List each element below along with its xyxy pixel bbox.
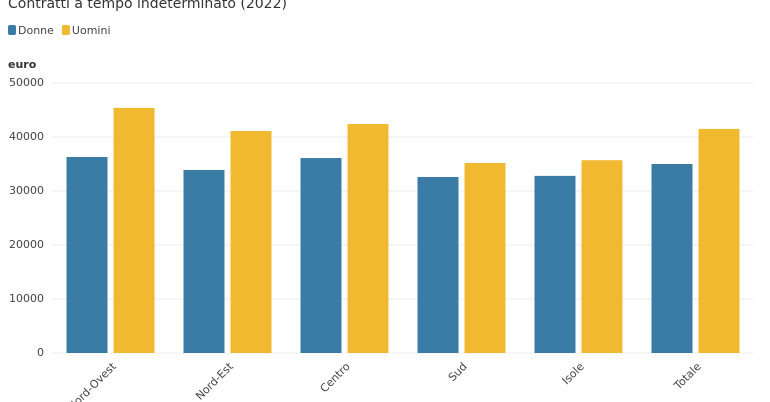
x-tick-label: Centro (318, 360, 353, 395)
bar (464, 162, 506, 353)
y-tick-label: 50000 (9, 76, 44, 89)
legend-label: Uomini (72, 24, 111, 37)
bar (698, 128, 740, 353)
x-tick-label: Isole (559, 360, 586, 387)
bar (581, 160, 623, 353)
bar (113, 107, 155, 353)
y-tick-label: 0 (37, 346, 44, 359)
bar (300, 158, 342, 353)
legend-swatch (8, 25, 16, 35)
legend-swatch (61, 25, 70, 35)
x-tick-label: Totale (671, 360, 704, 393)
y-tick-label: 10000 (9, 292, 44, 305)
bar (230, 131, 272, 353)
y-tick-label: 40000 (9, 130, 44, 143)
y-tick-label: 20000 (9, 238, 44, 251)
x-tick-label: Nord-Ovest (65, 360, 119, 402)
x-tick-label: Nord-Est (193, 360, 236, 402)
bar (534, 175, 576, 353)
bar (66, 156, 108, 353)
x-tick-label: Sud (446, 360, 470, 384)
bar (183, 169, 225, 353)
y-tick-label: 30000 (9, 184, 44, 197)
chart-title: Contratti a tempo indeterminato (2022) (8, 0, 287, 12)
y-axis-label: euro (8, 58, 37, 71)
bar (417, 176, 459, 353)
legend-label: Donne (18, 24, 54, 37)
bar (651, 164, 693, 353)
bar (347, 124, 389, 353)
